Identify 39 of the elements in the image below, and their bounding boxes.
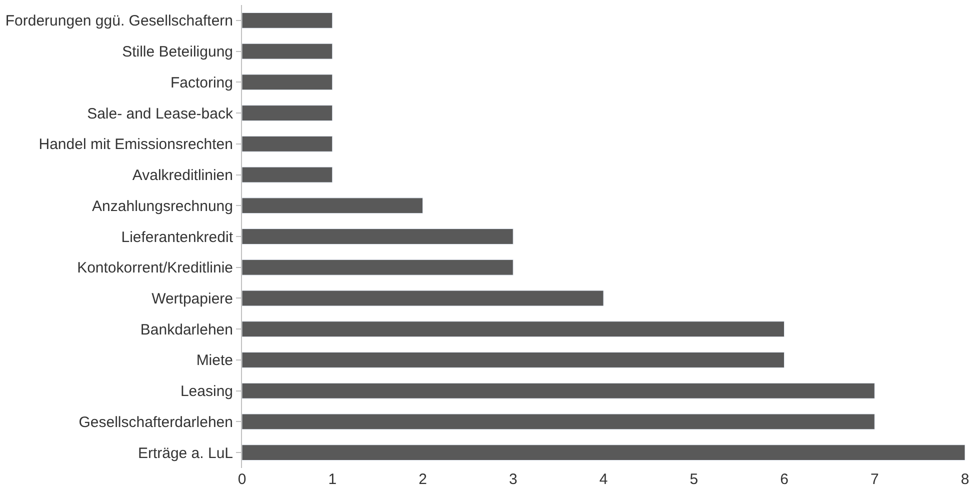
x-tick-label: 1: [328, 471, 337, 488]
y-tick-label: Lieferantenkredit: [121, 228, 234, 246]
x-tick-label: 2: [418, 471, 427, 488]
bar: [242, 136, 333, 152]
y-tick-label: Gesellschafterdarlehen: [78, 414, 233, 431]
y-tick-label: Factoring: [170, 74, 233, 92]
y-tick-label: Miete: [196, 352, 233, 370]
x-tick-label: 0: [238, 471, 246, 488]
bar: [242, 321, 784, 338]
bar: [242, 444, 965, 461]
bar: [242, 198, 423, 214]
x-tick-label: 7: [870, 471, 879, 488]
y-tick-label: Stille Beteiligung: [122, 44, 233, 61]
bar: [242, 259, 514, 276]
y-tick-label: Wertpapiere: [152, 290, 233, 308]
y-tick-label: Anzahlungsrechnung: [92, 198, 233, 215]
bar: [242, 12, 333, 28]
bar: [242, 414, 875, 430]
y-tick-label: Handel mit Emissionsrechten: [38, 136, 233, 154]
y-tick-label: Avalkreditlinien: [132, 167, 233, 184]
y-tick-label: Kontokorrent/Kreditlinie: [77, 260, 233, 277]
bar: [242, 43, 333, 60]
x-tick-label: 4: [599, 471, 608, 488]
x-tick-label: 5: [690, 471, 698, 488]
y-tick-label: Leasing: [180, 383, 233, 400]
bar: [242, 74, 333, 90]
x-tick-label: 3: [508, 471, 518, 488]
y-tick-label: Bankdarlehen: [140, 321, 233, 338]
y-tick-label: Sale- and Lease-back: [87, 105, 234, 122]
y-tick-label: Forderungen ggü. Gesellschaftern: [5, 12, 233, 30]
bar: [242, 228, 514, 244]
bar: [242, 382, 875, 399]
x-tick-label: 6: [780, 471, 788, 488]
bar: [242, 352, 784, 368]
bar: [242, 290, 604, 306]
x-tick-label: 8: [960, 471, 970, 488]
bar: [242, 105, 333, 121]
bar: [242, 166, 333, 183]
y-tick-label: Erträge a. LuL: [138, 444, 233, 462]
